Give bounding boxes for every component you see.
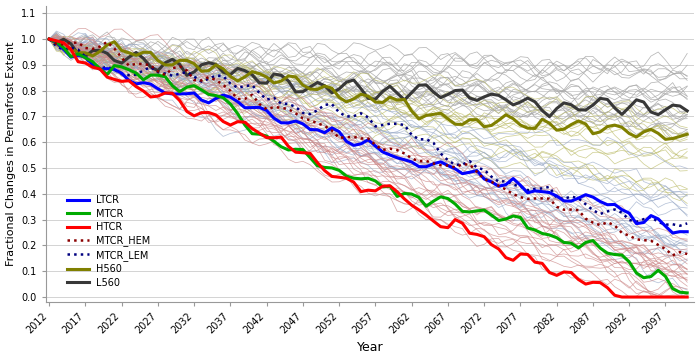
HTCR (176, 98, 184, 103)
Line: MTCR: MTCR (49, 39, 687, 293)
MTCR_HEM (45, 37, 53, 41)
Legend: LTCR, MTCR, HTCR, MTCR_HEM, MTCR_LEM, H560, L560: LTCR, MTCR, HTCR, MTCR_HEM, MTCR_LEM, H5… (64, 192, 155, 291)
HTCR (125, 78, 133, 83)
H560 (45, 37, 53, 41)
L560 (545, 114, 554, 119)
LTCR (176, 92, 184, 96)
MTCR_HEM (176, 64, 184, 68)
MTCR_HEM (371, 143, 379, 147)
MTCR_HEM (683, 252, 692, 256)
LTCR (668, 231, 677, 235)
MTCR_LEM (110, 67, 118, 72)
L560 (683, 109, 692, 113)
L560 (291, 90, 300, 94)
MTCR_LEM (176, 72, 184, 76)
X-axis label: Year: Year (357, 341, 384, 355)
HTCR (291, 150, 300, 154)
L560 (125, 55, 133, 59)
HTCR (610, 293, 619, 297)
MTCR_LEM (610, 207, 619, 212)
Line: MTCR_HEM: MTCR_HEM (49, 39, 687, 255)
MTCR_LEM (125, 73, 133, 77)
MTCR (610, 252, 619, 257)
L560 (371, 97, 379, 102)
H560 (610, 123, 619, 127)
LTCR (371, 144, 379, 148)
MTCR_LEM (683, 221, 692, 226)
MTCR_LEM (45, 37, 53, 41)
MTCR (291, 147, 300, 152)
Line: MTCR_LEM: MTCR_LEM (49, 39, 687, 226)
Y-axis label: Fractional Changes in Permafrost Extent: Fractional Changes in Permafrost Extent (6, 42, 15, 266)
LTCR (683, 230, 692, 234)
Line: LTCR: LTCR (49, 39, 687, 233)
MTCR_LEM (676, 224, 684, 228)
HTCR (45, 37, 53, 41)
LTCR (45, 37, 53, 41)
MTCR (45, 37, 53, 41)
MTCR (176, 90, 184, 94)
MTCR_HEM (291, 111, 300, 116)
HTCR (617, 295, 626, 299)
MTCR (110, 63, 118, 68)
H560 (110, 40, 118, 44)
Line: L560: L560 (49, 39, 687, 117)
L560 (617, 112, 626, 117)
MTCR (125, 68, 133, 72)
MTCR_HEM (668, 253, 677, 257)
MTCR (683, 291, 692, 295)
HTCR (110, 77, 118, 82)
Line: H560: H560 (49, 39, 687, 139)
LTCR (110, 67, 118, 72)
HTCR (683, 295, 692, 299)
H560 (683, 132, 692, 136)
MTCR_HEM (110, 46, 118, 51)
L560 (110, 58, 118, 63)
H560 (125, 51, 133, 55)
Line: HTCR: HTCR (49, 39, 687, 297)
MTCR_HEM (125, 63, 133, 68)
L560 (45, 37, 53, 41)
L560 (176, 62, 184, 67)
LTCR (125, 78, 133, 83)
H560 (291, 75, 300, 79)
MTCR_LEM (291, 105, 300, 109)
LTCR (291, 119, 300, 123)
MTCR (371, 179, 379, 183)
LTCR (610, 202, 619, 207)
HTCR (371, 189, 379, 193)
H560 (176, 58, 184, 63)
H560 (371, 100, 379, 104)
MTCR_HEM (610, 223, 619, 228)
MTCR_LEM (371, 124, 379, 129)
H560 (662, 137, 670, 141)
